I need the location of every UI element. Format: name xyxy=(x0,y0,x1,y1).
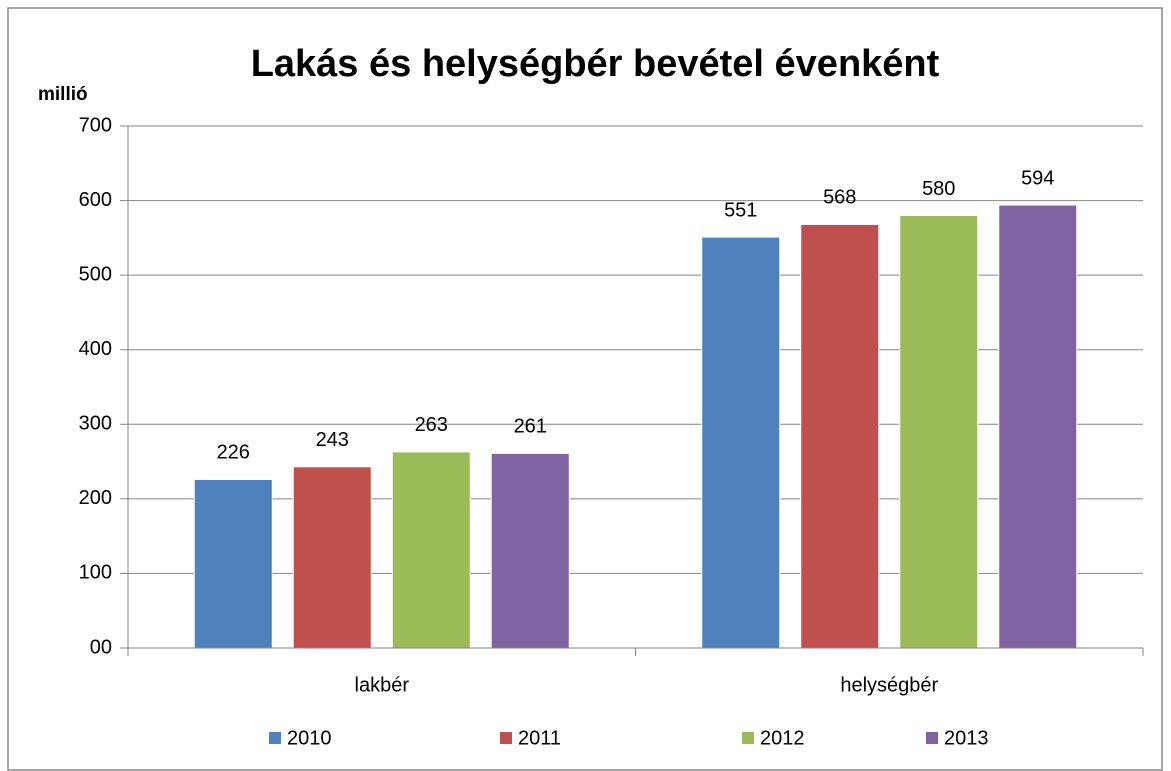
bar xyxy=(701,236,781,649)
data-label: 263 xyxy=(415,414,448,436)
legend-swatch xyxy=(926,732,938,744)
y-tick-label: 200 xyxy=(79,487,112,509)
y-tick-label: 00 xyxy=(90,636,112,658)
y-axis-label: millió xyxy=(38,84,88,105)
data-label: 594 xyxy=(1021,167,1054,189)
legend-label: 2012 xyxy=(760,727,805,749)
data-label: 261 xyxy=(514,416,547,438)
data-label: 243 xyxy=(316,429,349,451)
y-tick-label: 100 xyxy=(79,562,112,584)
y-tick-label: 500 xyxy=(79,263,112,285)
legend-swatch xyxy=(500,732,512,744)
data-label: 568 xyxy=(823,187,856,209)
legend-label: 2011 xyxy=(518,727,561,749)
bar xyxy=(899,214,979,649)
bar xyxy=(800,223,880,649)
x-tick-label: lakbér xyxy=(355,674,410,696)
legend-swatch xyxy=(269,732,281,744)
legend-label: 2013 xyxy=(944,727,989,749)
bar xyxy=(490,452,570,649)
legend-swatch xyxy=(742,732,754,744)
bar xyxy=(391,451,471,649)
data-label: 580 xyxy=(922,178,955,200)
y-tick-label: 700 xyxy=(79,114,112,136)
data-label: 226 xyxy=(217,442,250,464)
y-tick-label: 600 xyxy=(79,189,112,211)
data-label: 551 xyxy=(724,199,757,221)
chart-border xyxy=(7,7,1163,771)
bar xyxy=(193,478,273,649)
y-tick-label: 300 xyxy=(79,413,112,435)
bar xyxy=(998,204,1078,649)
chart-title: Lakás és helységbér bevétel évenként xyxy=(251,43,940,85)
y-tick-label: 400 xyxy=(79,338,112,360)
x-tick-label: helységbér xyxy=(840,674,938,696)
bar xyxy=(292,466,372,649)
legend-label: 2010 xyxy=(287,727,332,749)
